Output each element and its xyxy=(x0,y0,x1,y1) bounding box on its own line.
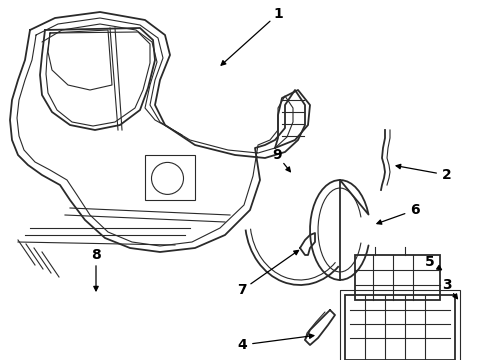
Text: 9: 9 xyxy=(272,148,282,162)
Bar xyxy=(145,155,195,200)
Text: 2: 2 xyxy=(442,168,452,182)
Bar xyxy=(340,290,460,360)
Text: 3: 3 xyxy=(442,278,452,292)
Bar xyxy=(355,255,440,300)
Text: 1: 1 xyxy=(273,7,283,21)
Text: 7: 7 xyxy=(237,283,247,297)
Text: 6: 6 xyxy=(410,203,420,217)
Text: 8: 8 xyxy=(91,248,101,262)
Text: 5: 5 xyxy=(425,255,435,269)
Bar xyxy=(345,295,455,360)
Text: 4: 4 xyxy=(237,338,247,352)
